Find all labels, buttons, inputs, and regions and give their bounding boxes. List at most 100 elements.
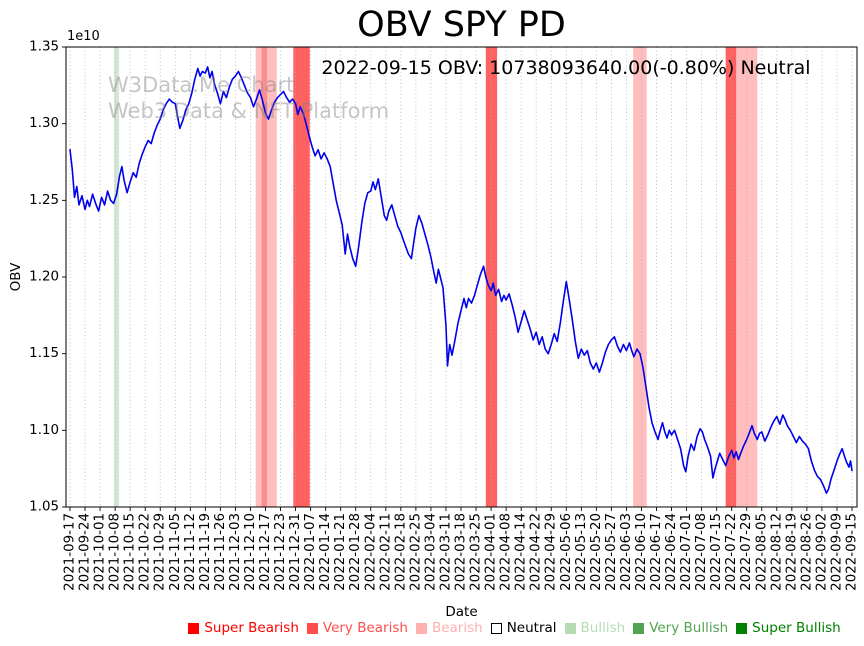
plot-border [65, 46, 858, 508]
x-tick-label: 2022-05-20 [589, 513, 604, 591]
signal-band-very_bearish [293, 47, 310, 507]
y-tick-label: 1.15 [29, 346, 59, 361]
legend-swatch-super-bearish [188, 622, 200, 634]
legend-item-bearish: Bearish [415, 620, 483, 636]
x-tick-label: 2022-08-26 [799, 513, 814, 591]
legend-swatch-very-bearish [306, 622, 318, 634]
signal-band-bearish [736, 47, 758, 507]
legend-swatch-bearish [415, 622, 427, 634]
x-tick-label: 2021-12-23 [273, 513, 288, 591]
x-tick-label: 2022-06-17 [649, 513, 664, 591]
legend-label-super-bearish: Super Bearish [204, 620, 299, 636]
legend-label-very-bearish: Very Bearish [322, 620, 408, 636]
x-tick-label: 2022-04-01 [484, 513, 499, 591]
legend-label-super-bullish: Super Bullish [752, 620, 841, 636]
x-tick-label: 2022-03-04 [423, 513, 438, 591]
watermark: W3Data.Me Chart Web3 Data & NFT Platform [108, 72, 389, 124]
x-tick-label: 2022-09-15 [845, 513, 860, 591]
legend-item-super-bearish: Super Bearish [188, 620, 299, 636]
y-tick-label: 1.05 [29, 500, 59, 515]
signal-band-bearish [261, 47, 267, 507]
x-tick-label: 2021-12-31 [288, 513, 303, 591]
x-tick-label: 2022-03-11 [438, 513, 453, 591]
y-tick-label: 1.10 [29, 423, 59, 438]
signal-band-bearish [255, 47, 277, 507]
x-tick-label: 2022-05-13 [574, 513, 589, 591]
x-tick-label: 2022-01-14 [318, 513, 333, 591]
x-tick-label: 2022-04-22 [529, 513, 544, 591]
x-tick-label: 2021-10-29 [153, 513, 168, 591]
legend-label-neutral: Neutral [506, 620, 557, 636]
x-tick-label: 2022-05-06 [559, 513, 574, 591]
x-tick-label: 2022-07-29 [739, 513, 754, 591]
x-tick-label: 2022-06-24 [664, 513, 679, 591]
legend-swatch-very-bullish [633, 622, 645, 634]
latest-obv-annotation: 2022-09-15 OBV: 10738093640.00(-0.80%) N… [321, 57, 811, 79]
signal-band-bearish [633, 47, 647, 507]
x-tick-label: 2022-02-11 [378, 513, 393, 591]
x-tick-label: 2021-10-08 [108, 513, 123, 591]
x-tick-label: 2022-01-21 [333, 513, 348, 591]
x-tick-label: 2022-02-04 [363, 513, 378, 591]
legend-swatch-neutral [490, 622, 502, 634]
x-tick-label: 2022-09-09 [829, 513, 844, 591]
x-tick-label: 2022-07-15 [709, 513, 724, 591]
signal-band-very_bearish [485, 47, 498, 507]
x-tick-label: 2022-05-27 [604, 513, 619, 591]
chart-title: OBV SPY PD [357, 5, 566, 45]
signal-band-very_bearish [725, 47, 737, 507]
x-tick-label: 2021-10-15 [123, 513, 138, 591]
signal-band-bullish [114, 47, 120, 507]
x-tick-label: 2022-08-05 [754, 513, 769, 591]
x-tick-label: 2022-06-03 [619, 513, 634, 591]
legend-item-very-bullish: Very Bullish [633, 620, 728, 636]
obv-line [69, 66, 853, 495]
x-tick-label: 2022-07-08 [694, 513, 709, 591]
x-tick-label: 2022-02-18 [393, 513, 408, 591]
x-tick-label: 2021-12-17 [258, 513, 273, 591]
watermark-line-1: W3Data.Me Chart [108, 73, 295, 97]
x-tick-label: 2022-07-01 [679, 513, 694, 591]
legend-swatch-bullish [564, 622, 576, 634]
y-tick-label: 1.20 [29, 270, 59, 285]
x-tick-label: 2021-09-24 [78, 513, 93, 591]
x-tick-label: 2021-11-26 [213, 513, 228, 591]
x-tick-label: 2022-07-22 [724, 513, 739, 591]
x-tick-label: 2022-08-19 [784, 513, 799, 591]
x-tick-label: 2022-03-18 [454, 513, 469, 591]
legend-swatch-super-bullish [736, 622, 748, 634]
x-tick-label: 2022-08-12 [769, 513, 784, 591]
x-tick-label: 2022-01-28 [348, 513, 363, 591]
y-tick-label: 1.30 [29, 116, 59, 131]
x-tick-label: 2021-10-01 [93, 513, 108, 591]
x-tick-label: 2022-04-29 [544, 513, 559, 591]
x-tick-label: 2021-12-10 [243, 513, 258, 591]
y-axis-label: OBV [8, 262, 24, 291]
legend-label-bullish: Bullish [580, 620, 626, 636]
legend-item-bullish: Bullish [564, 620, 626, 636]
x-tick-label: 2021-12-03 [228, 513, 243, 591]
y-offset-label: 1e10 [67, 29, 100, 44]
legend-item-super-bullish: Super Bullish [736, 620, 841, 636]
x-tick-label: 2021-10-22 [138, 513, 153, 591]
x-tick-label: 2022-03-25 [469, 513, 484, 591]
legend-label-bearish: Bearish [431, 620, 483, 636]
x-tick-label: 2022-06-10 [634, 513, 649, 591]
chart-legend: Super Bearish Very Bearish Bearish Neutral B… [119, 620, 864, 636]
x-tick-label: 2022-04-14 [514, 513, 529, 591]
x-tick-label: 2021-11-19 [198, 513, 213, 591]
x-tick-label: 2021-11-05 [168, 513, 183, 591]
x-tick-label: 2022-09-02 [814, 513, 829, 591]
legend-label-very-bullish: Very Bullish [649, 620, 729, 636]
x-tick-label: 2022-01-07 [303, 513, 318, 591]
y-tick-label: 1.35 [29, 40, 59, 55]
x-tick-label: 2022-04-08 [499, 513, 514, 591]
x-tick-label: 2022-02-25 [408, 513, 423, 591]
x-tick-label: 2021-09-17 [63, 513, 78, 591]
x-tick-label: 2021-11-12 [183, 513, 198, 591]
legend-item-neutral: Neutral [490, 620, 557, 636]
legend-item-very-bearish: Very Bearish [306, 620, 408, 636]
watermark-line-2: Web3 Data & NFT Platform [108, 99, 390, 123]
